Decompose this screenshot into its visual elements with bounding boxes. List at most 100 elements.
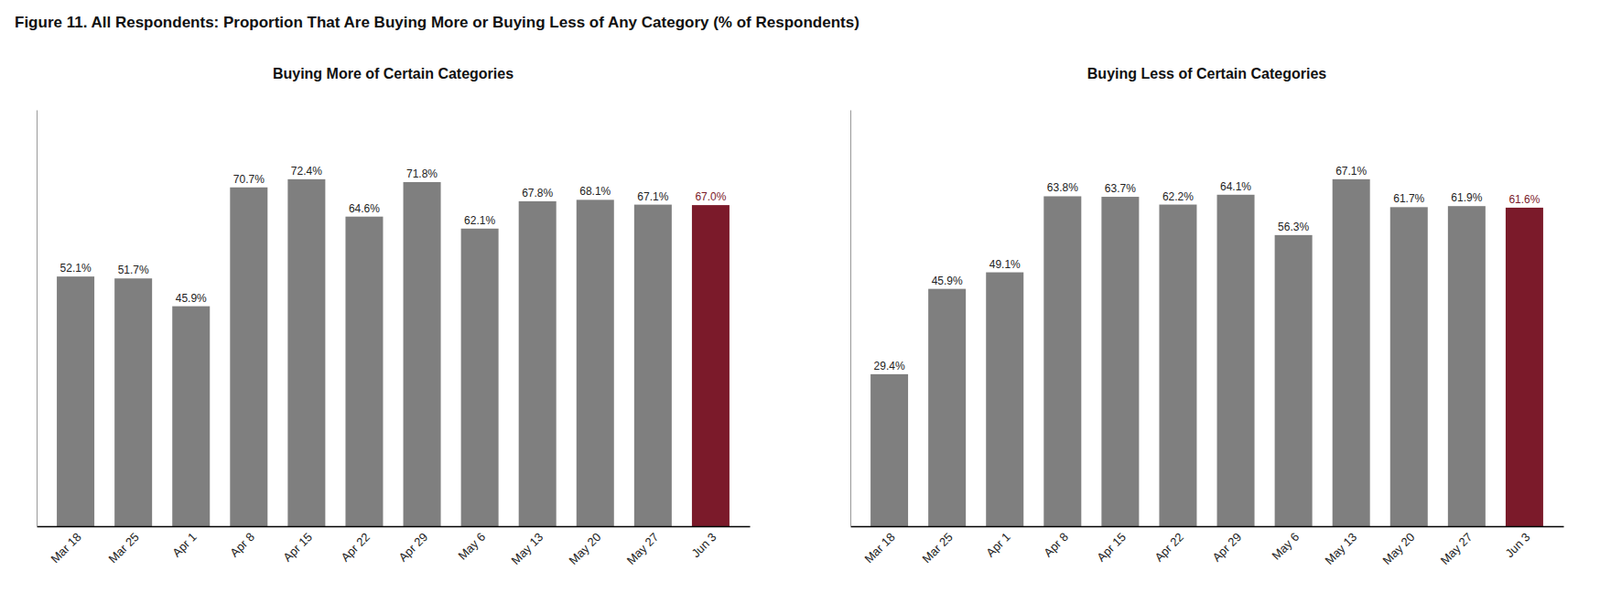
bar xyxy=(576,199,615,527)
bar xyxy=(1332,179,1371,527)
data-label: 71.8% xyxy=(406,167,438,181)
x-tick-label: May 13 xyxy=(1322,529,1361,568)
x-tick-label: Apr 29 xyxy=(1209,529,1244,565)
panel: Buying Less of Certain Categories 29.4% 45… xyxy=(851,65,1565,568)
chart-root: Figure 11. All Respondents: Proportion T… xyxy=(0,0,1600,615)
bar xyxy=(1043,195,1082,527)
bar xyxy=(56,276,95,527)
x-tick: Mar 25 xyxy=(106,526,142,566)
bar xyxy=(518,201,557,527)
panel: Buying More of Certain Categories52.1%51… xyxy=(37,65,751,568)
x-tick-label: May 13 xyxy=(508,529,547,568)
x-tick: Mar 25 xyxy=(919,526,956,566)
figure-title: Figure 11. All Respondents: Proportion T… xyxy=(14,13,860,32)
panel-title: Buying More of Certain Categories xyxy=(272,65,514,82)
data-label: 29.4% xyxy=(874,359,906,373)
x-tick-label: Apr 22 xyxy=(1151,529,1187,565)
x-tick-label: Mar 25 xyxy=(919,529,956,566)
x-tick: May 20 xyxy=(1380,526,1418,568)
x-tick: May 20 xyxy=(566,526,605,568)
x-tick-label: May 6 xyxy=(1269,529,1303,563)
x-tick-label: May 27 xyxy=(624,529,662,568)
x-tick-label: Jun 3 xyxy=(688,529,719,561)
bar xyxy=(691,205,730,527)
x-tick: Apr 1 xyxy=(983,526,1014,561)
bar xyxy=(287,179,325,527)
data-label: 64.1% xyxy=(1220,180,1252,194)
data-label: 70.7% xyxy=(233,172,265,186)
x-tick-label: Apr 1 xyxy=(169,529,200,561)
data-labels: 29.4% 45.9% 49.1% 63.8% 63.7% 62.2% 64.1% 56.3%… xyxy=(874,164,1541,373)
x-tick-label: May 27 xyxy=(1437,529,1476,568)
data-label: 67.0% xyxy=(694,190,726,204)
x-tick: Apr 22 xyxy=(337,526,373,565)
x-tick: May 6 xyxy=(1269,526,1303,563)
x-tick-label: Jun 3 xyxy=(1502,529,1533,561)
x-tick-label: Mar 25 xyxy=(106,529,142,566)
x-tick: May 6 xyxy=(455,526,489,563)
x-tick-label: Mar 18 xyxy=(861,529,898,566)
bar xyxy=(1217,194,1255,527)
x-tick-label: May 6 xyxy=(455,529,489,563)
x-tick: Apr 15 xyxy=(1093,526,1129,565)
data-label: 62.1% xyxy=(464,214,496,228)
data-label: 64.6% xyxy=(348,202,380,216)
x-tick-label: Apr 22 xyxy=(337,529,373,565)
bar xyxy=(1448,205,1486,527)
bar xyxy=(1101,196,1139,527)
data-label: 49.1% xyxy=(989,258,1021,271)
x-tick: Mar 18 xyxy=(861,526,898,566)
x-tick: Jun 3 xyxy=(1502,526,1533,561)
x-axis: Mar 18 Mar 25 Apr 1 Apr 8 Apr 15 Apr 22 Apr 29… xyxy=(37,526,751,568)
x-tick-label: May 20 xyxy=(1380,529,1418,568)
bar xyxy=(634,205,672,527)
data-label: 63.8% xyxy=(1047,181,1079,195)
x-tick-label: Apr 29 xyxy=(395,529,431,565)
bar xyxy=(1158,205,1197,527)
y-axis-line xyxy=(850,110,852,528)
x-tick: Jun 3 xyxy=(688,526,719,561)
x-tick: May 13 xyxy=(1322,526,1361,568)
data-label: 62.2% xyxy=(1162,190,1194,204)
data-label: 45.9% xyxy=(175,291,207,305)
y-axis xyxy=(36,110,38,528)
data-label: 72.4% xyxy=(291,164,323,178)
x-tick-label: Apr 8 xyxy=(227,529,258,561)
data-label: 67.8% xyxy=(521,186,553,200)
data-label: 68.1% xyxy=(579,184,611,198)
bar xyxy=(403,182,442,527)
x-tick: Mar 18 xyxy=(47,526,84,566)
bar xyxy=(461,228,499,527)
data-label: 61.7% xyxy=(1393,192,1425,206)
data-label: 45.9% xyxy=(931,274,963,288)
bar xyxy=(1275,235,1313,527)
panel-title: Buying Less of Certain Categories xyxy=(1087,65,1327,82)
bar xyxy=(345,216,383,527)
data-label: 61.6% xyxy=(1508,193,1540,206)
x-tick: Apr 8 xyxy=(227,526,258,561)
x-axis: Mar 18 Mar 25 Apr 1 Apr 8 Apr 15 Apr 22 Apr 29… xyxy=(851,526,1565,568)
data-labels: 52.1%51.7%45.9%70.7%72.4%64.6%71.8%62.1%… xyxy=(60,164,727,305)
bar xyxy=(229,187,268,527)
x-tick: Apr 1 xyxy=(169,526,200,561)
x-tick-label: Mar 18 xyxy=(47,529,84,566)
data-label: 51.7% xyxy=(118,263,150,277)
x-axis-line xyxy=(851,526,1565,529)
data-label: 67.1% xyxy=(1335,164,1367,178)
bar xyxy=(928,289,966,527)
x-tick: Apr 22 xyxy=(1151,526,1187,565)
bar xyxy=(1390,206,1428,527)
x-tick: Apr 8 xyxy=(1040,526,1071,561)
data-label: 63.7% xyxy=(1104,182,1136,195)
bar xyxy=(1505,207,1544,527)
y-axis xyxy=(850,110,852,528)
x-tick-label: Apr 15 xyxy=(1093,529,1129,565)
x-tick-label: Apr 15 xyxy=(280,529,315,565)
x-tick-label: Apr 8 xyxy=(1040,529,1071,561)
data-label: 61.9% xyxy=(1450,191,1482,205)
x-tick: Apr 29 xyxy=(395,526,431,565)
data-label: 56.3% xyxy=(1277,220,1309,234)
x-tick: Apr 15 xyxy=(280,526,315,565)
bar xyxy=(114,278,152,527)
bar xyxy=(985,272,1024,527)
